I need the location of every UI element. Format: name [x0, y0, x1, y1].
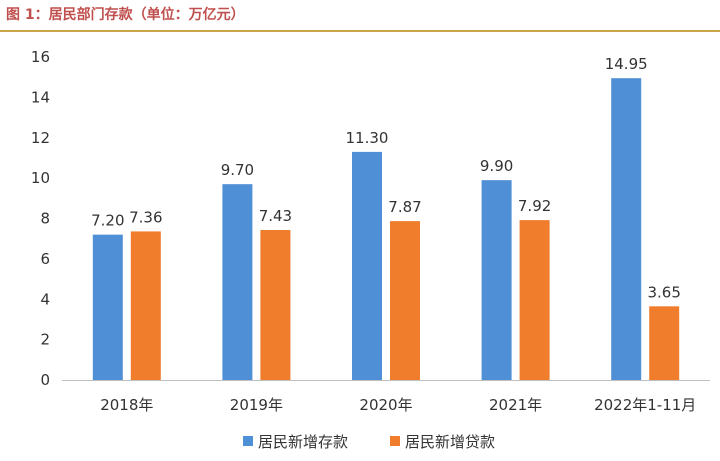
x-tick-label: 2021年: [489, 396, 542, 414]
data-label: 11.30: [346, 129, 389, 147]
bar-deposits: [352, 151, 382, 380]
y-tick-label: 16: [31, 48, 50, 66]
bar-loans: [130, 231, 161, 380]
y-tick-label: 2: [40, 331, 50, 349]
legend-label: 居民新增贷款: [405, 433, 495, 451]
title-rule: [0, 30, 720, 32]
data-label: 9.90: [480, 157, 513, 175]
bar-deposits: [481, 180, 512, 380]
bar-loans: [260, 230, 291, 380]
bars: 7.20 7.36 9.70 7.43 11.30 7.87 9.90 7.92 14.95 3.…: [91, 55, 681, 381]
y-tick-label: 10: [31, 169, 50, 187]
data-label: 7.43: [259, 207, 292, 225]
data-label: 14.95: [605, 55, 648, 73]
legend-swatch: [390, 436, 400, 446]
legend: 居民新增存款 居民新增贷款: [243, 433, 495, 451]
x-tick-label: 2020年: [359, 396, 412, 414]
data-label: 7.87: [388, 198, 421, 216]
data-label: 7.36: [129, 208, 162, 226]
data-label: 7.92: [518, 197, 551, 215]
bar-loans: [519, 220, 550, 380]
legend-label: 居民新增存款: [258, 433, 348, 451]
bar-loans: [390, 221, 420, 380]
y-tick-label: 4: [40, 290, 50, 308]
bar-deposits: [222, 184, 253, 380]
bar-deposits: [92, 234, 123, 380]
legend-swatch: [243, 436, 253, 446]
y-tick-label: 8: [40, 210, 50, 228]
data-label: 3.65: [647, 283, 680, 301]
y-axis: 0 2 4 6 8 10 12 14 16: [31, 48, 50, 389]
figure-title: 图 1：居民部门存款（单位：万亿元）: [6, 7, 245, 23]
y-tick-label: 6: [40, 250, 50, 268]
y-tick-label: 14: [31, 88, 50, 106]
bar-loans: [649, 306, 680, 380]
x-tick-label: 2019年: [230, 396, 283, 414]
bar-deposits: [611, 78, 642, 381]
y-tick-label: 0: [40, 371, 50, 389]
x-axis: 2018年 2019年 2020年 2021年 2022年1-11月: [62, 380, 710, 414]
data-label: 9.70: [221, 161, 254, 179]
x-tick-label: 2018年: [100, 396, 153, 414]
y-tick-label: 12: [31, 129, 50, 147]
data-label: 7.20: [91, 212, 124, 230]
x-tick-label: 2022年1-11月: [594, 396, 696, 414]
